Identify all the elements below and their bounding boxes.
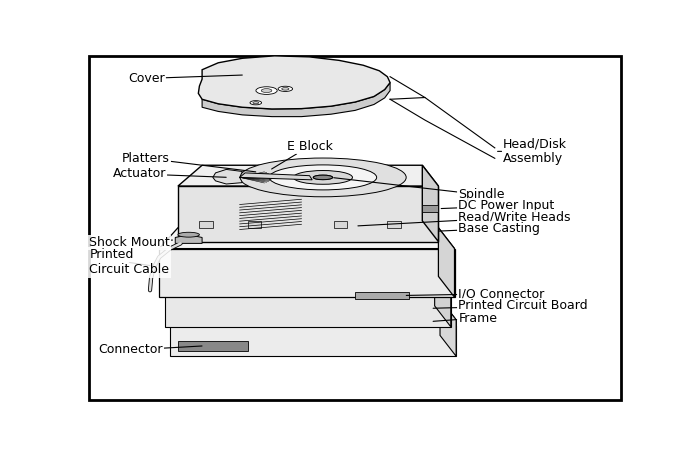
Text: Frame: Frame: [433, 312, 498, 325]
Ellipse shape: [269, 165, 377, 190]
Ellipse shape: [313, 175, 333, 179]
Text: Printed
Circuit Cable: Printed Circuit Cable: [89, 249, 169, 276]
Polygon shape: [422, 205, 439, 212]
Polygon shape: [164, 289, 450, 327]
Text: Connector: Connector: [98, 344, 202, 356]
Text: E Block: E Block: [272, 140, 333, 169]
Polygon shape: [213, 170, 243, 184]
Ellipse shape: [282, 87, 289, 90]
Text: Read/Write Heads: Read/Write Heads: [358, 211, 571, 226]
Polygon shape: [175, 235, 202, 244]
Polygon shape: [202, 83, 390, 117]
Ellipse shape: [313, 175, 333, 179]
Polygon shape: [356, 292, 409, 299]
Polygon shape: [170, 299, 456, 320]
Polygon shape: [435, 268, 450, 327]
Ellipse shape: [293, 170, 353, 184]
Polygon shape: [198, 56, 390, 109]
Text: I/O Connector: I/O Connector: [406, 287, 545, 300]
Text: Head/Disk
Assembly: Head/Disk Assembly: [498, 138, 567, 166]
Polygon shape: [164, 268, 450, 289]
Ellipse shape: [261, 89, 272, 92]
Text: Printed Circuit Board: Printed Circuit Board: [433, 299, 588, 313]
Polygon shape: [159, 228, 455, 249]
Polygon shape: [387, 221, 401, 228]
Polygon shape: [170, 320, 456, 356]
Text: Shock Mount: Shock Mount: [89, 236, 173, 249]
Ellipse shape: [278, 86, 292, 92]
Ellipse shape: [240, 158, 406, 197]
Polygon shape: [248, 221, 261, 228]
Polygon shape: [178, 165, 439, 186]
Text: Cover: Cover: [128, 72, 243, 85]
Text: Platters: Platters: [122, 152, 256, 172]
Ellipse shape: [250, 101, 261, 105]
Polygon shape: [200, 221, 213, 228]
Text: Base Casting: Base Casting: [439, 222, 540, 235]
Polygon shape: [159, 249, 455, 297]
Ellipse shape: [178, 232, 200, 237]
Polygon shape: [334, 221, 347, 228]
Polygon shape: [440, 299, 456, 356]
Ellipse shape: [256, 87, 277, 94]
Text: Spindle: Spindle: [334, 178, 505, 201]
Polygon shape: [178, 186, 439, 242]
Polygon shape: [439, 228, 455, 297]
Ellipse shape: [253, 101, 258, 104]
Text: DC Power Input: DC Power Input: [441, 199, 554, 212]
Polygon shape: [178, 341, 248, 351]
Polygon shape: [422, 165, 439, 242]
Polygon shape: [240, 173, 312, 180]
Text: Actuator: Actuator: [113, 167, 226, 180]
